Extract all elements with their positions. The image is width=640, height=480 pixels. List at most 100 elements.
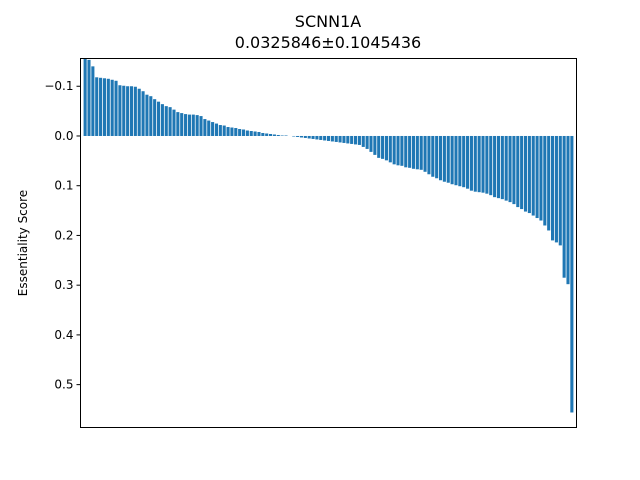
bar xyxy=(438,135,443,181)
bar xyxy=(431,135,435,177)
bar xyxy=(423,135,427,172)
bar xyxy=(543,135,547,226)
bar xyxy=(153,99,157,136)
bar xyxy=(458,135,462,187)
bar xyxy=(95,77,99,136)
bar xyxy=(114,80,118,136)
bar xyxy=(539,135,543,221)
bar xyxy=(257,132,261,136)
chart-title: SCNN1A xyxy=(295,12,361,31)
bar xyxy=(520,135,524,210)
bar xyxy=(156,101,161,136)
y-tick-label: 0.3 xyxy=(54,278,73,292)
bar xyxy=(357,135,361,145)
y-tick-label: 0.1 xyxy=(54,179,73,193)
bar xyxy=(284,135,288,136)
bar xyxy=(523,135,528,212)
bar xyxy=(83,58,87,136)
bar xyxy=(87,59,91,136)
bar xyxy=(126,86,130,136)
bar xyxy=(160,104,164,136)
bar xyxy=(334,135,338,142)
y-tick-label: −0.1 xyxy=(44,79,73,93)
chart-subtitle: 0.0325846±0.1045436 xyxy=(235,33,421,52)
bar xyxy=(141,91,145,136)
bar xyxy=(191,114,195,136)
bar xyxy=(381,135,385,159)
y-tick-label: 0.4 xyxy=(54,328,73,342)
bar xyxy=(106,78,110,136)
bar xyxy=(361,135,365,147)
bar xyxy=(462,135,466,188)
bar xyxy=(195,115,199,136)
bar xyxy=(311,135,315,139)
bar xyxy=(133,86,137,136)
bar xyxy=(396,135,400,166)
bar xyxy=(404,135,408,168)
bar xyxy=(408,135,412,168)
bar xyxy=(319,135,323,140)
bar xyxy=(164,106,168,136)
bar xyxy=(102,78,106,136)
bar xyxy=(207,120,211,136)
bar xyxy=(350,135,354,144)
bar xyxy=(323,135,327,141)
bar xyxy=(354,135,358,145)
bar xyxy=(508,135,512,203)
bar xyxy=(187,114,191,136)
bar xyxy=(392,135,396,165)
bar xyxy=(222,125,226,136)
bar xyxy=(203,119,207,136)
bar xyxy=(315,135,319,140)
bar xyxy=(276,134,280,136)
bar xyxy=(516,135,520,208)
bar xyxy=(512,135,516,205)
bar xyxy=(500,135,504,200)
bar xyxy=(172,109,176,136)
bar xyxy=(551,135,555,241)
bar xyxy=(280,135,284,136)
plot-frame xyxy=(80,58,577,428)
bar xyxy=(137,88,141,136)
y-tick-label: 0.2 xyxy=(54,228,73,242)
bar xyxy=(566,135,570,285)
bar xyxy=(527,135,531,214)
bar xyxy=(489,135,493,196)
bar xyxy=(435,135,439,179)
bar xyxy=(211,122,215,136)
bar xyxy=(296,135,300,137)
bar xyxy=(168,107,172,136)
bar xyxy=(180,113,184,136)
bar xyxy=(218,125,222,136)
bar xyxy=(129,86,134,136)
bar xyxy=(118,85,122,136)
bar xyxy=(269,133,273,136)
bar xyxy=(184,114,188,136)
y-tick-label: 0.0 xyxy=(54,129,73,143)
bar xyxy=(400,135,404,166)
bar xyxy=(377,135,381,158)
bar xyxy=(388,135,392,163)
bar xyxy=(531,135,535,216)
bar xyxy=(369,135,373,152)
bar xyxy=(493,135,497,198)
bar xyxy=(466,135,470,189)
bar xyxy=(176,112,180,136)
bar xyxy=(373,135,377,155)
bar xyxy=(419,135,423,170)
bar xyxy=(469,135,473,191)
bar xyxy=(265,133,269,136)
bar xyxy=(230,127,234,136)
bar xyxy=(365,135,369,149)
bar xyxy=(554,135,558,243)
bar xyxy=(496,135,501,199)
bar xyxy=(261,133,265,136)
bar xyxy=(326,135,331,141)
bar xyxy=(446,135,450,183)
bar xyxy=(481,135,485,193)
bar xyxy=(110,79,114,136)
y-axis-label: Essentiality Score xyxy=(16,190,30,296)
bar xyxy=(504,135,508,201)
y-axis: −0.1 0.0 0.1 0.2 0.3 0.4 0.5 xyxy=(44,79,81,392)
